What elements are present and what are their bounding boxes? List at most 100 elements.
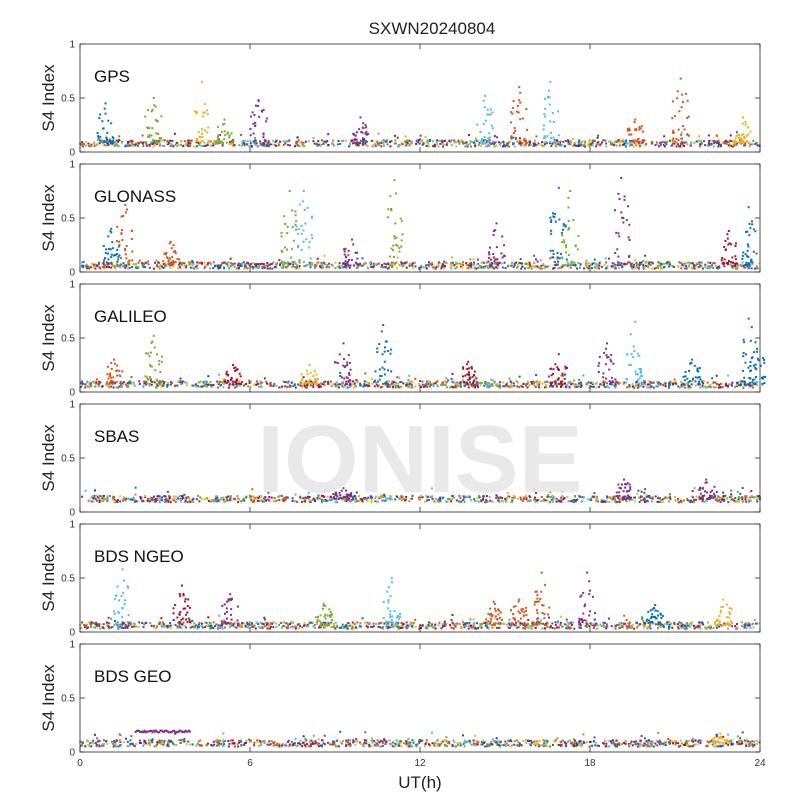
data-point [669, 496, 672, 499]
burst-point [543, 113, 546, 116]
data-point [582, 374, 585, 377]
data-point [162, 382, 165, 385]
data-point [625, 139, 628, 142]
data-point [429, 383, 432, 386]
data-point [486, 381, 489, 384]
burst-point [682, 375, 685, 378]
burst-point [484, 119, 487, 122]
data-point [106, 499, 109, 502]
data-point [507, 385, 510, 388]
burst-point [745, 231, 748, 233]
burst-point [496, 264, 499, 267]
data-point [384, 384, 387, 387]
burst-point [751, 223, 754, 226]
burst-point [500, 252, 503, 255]
data-point [668, 382, 670, 385]
data-point [683, 141, 686, 144]
data-point [317, 140, 320, 143]
data-point [222, 380, 225, 383]
data-point [169, 139, 172, 142]
data-point [409, 143, 412, 146]
burst-point [512, 132, 515, 135]
burst-point [147, 352, 150, 355]
burst-point [565, 246, 568, 249]
data-point [577, 384, 580, 387]
data-point [630, 140, 633, 143]
data-point [648, 383, 651, 386]
data-point [341, 382, 344, 385]
data-point [685, 625, 687, 628]
burst-point [626, 378, 628, 381]
burst-point [705, 481, 708, 484]
data-point [84, 144, 87, 147]
y-tick-label: 0.5 [61, 454, 75, 465]
data-point [355, 379, 358, 381]
data-point [371, 382, 374, 385]
data-point [501, 497, 504, 499]
data-point [352, 380, 355, 383]
data-point [93, 142, 96, 145]
burst-point [400, 220, 403, 223]
data-point [522, 382, 525, 385]
data-point [477, 386, 479, 389]
data-point [156, 384, 159, 387]
data-point [398, 143, 401, 146]
data-point [310, 499, 313, 502]
data-point [648, 380, 651, 383]
data-point [223, 261, 225, 264]
data-point [115, 500, 118, 503]
data-point [384, 140, 387, 143]
data-point [428, 385, 431, 388]
data-point [134, 486, 137, 489]
data-point [685, 142, 687, 145]
data-point [428, 498, 430, 501]
burst-point [629, 333, 632, 336]
data-point [469, 258, 472, 261]
data-point [501, 385, 504, 388]
burst-peak [727, 230, 730, 232]
data-point [535, 135, 538, 138]
burst-point [230, 378, 232, 381]
data-point [504, 497, 507, 500]
burst-peak [557, 186, 560, 189]
burst-point [614, 252, 617, 254]
data-point [366, 266, 369, 269]
data-point [384, 266, 387, 269]
burst-point [637, 137, 640, 140]
data-point [142, 145, 145, 148]
data-point [84, 386, 87, 389]
data-point [388, 380, 391, 383]
burst-point [549, 249, 552, 252]
data-point [496, 499, 499, 502]
data-point [116, 381, 119, 384]
data-point [477, 143, 480, 146]
data-point [669, 498, 672, 501]
burst-peak [557, 353, 560, 356]
burst-point [503, 244, 505, 247]
burst-point [106, 373, 109, 376]
data-point [524, 262, 527, 265]
data-point [283, 381, 286, 384]
data-point [237, 262, 240, 265]
data-point [330, 380, 332, 383]
data-point [107, 262, 110, 265]
burst-point [542, 124, 545, 127]
burst-point [698, 496, 701, 499]
data-point [626, 625, 629, 628]
data-point [268, 143, 271, 146]
burst-point [609, 358, 612, 361]
burst-point [698, 376, 701, 378]
burst-point [470, 383, 473, 386]
data-point [335, 381, 338, 384]
burst-point [737, 134, 740, 136]
data-point [585, 626, 588, 629]
data-point [286, 386, 289, 389]
data-point [480, 261, 483, 264]
data-point [697, 266, 700, 269]
data-point [528, 500, 531, 503]
data-point [495, 494, 498, 497]
data-point [472, 622, 475, 625]
burst-point [743, 376, 746, 379]
data-point [646, 386, 649, 389]
data-point [133, 381, 135, 384]
